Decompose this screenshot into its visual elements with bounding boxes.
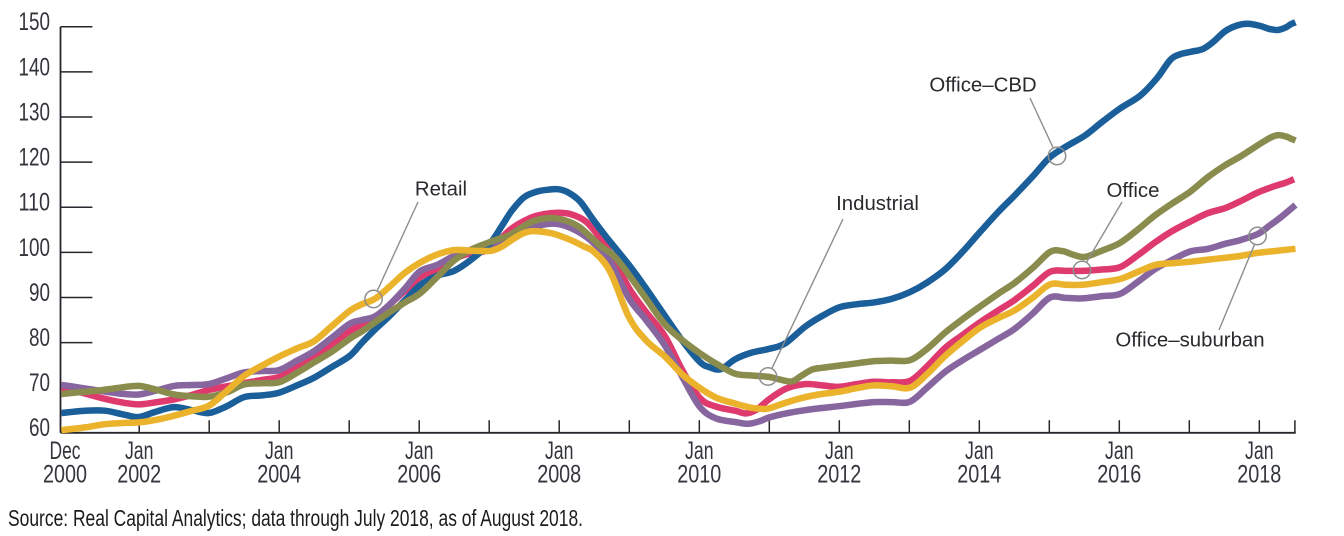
svg-text:100: 100 bbox=[19, 234, 51, 262]
svg-text:110: 110 bbox=[19, 189, 51, 217]
svg-text:2008: 2008 bbox=[537, 461, 581, 489]
svg-text:Jan: Jan bbox=[1245, 437, 1274, 465]
svg-text:120: 120 bbox=[19, 144, 51, 172]
svg-text:Jan: Jan bbox=[685, 437, 714, 465]
svg-text:90: 90 bbox=[29, 279, 50, 307]
svg-text:Jan: Jan bbox=[1105, 437, 1134, 465]
svg-text:2000: 2000 bbox=[43, 461, 87, 489]
svg-text:Jan: Jan bbox=[825, 437, 854, 465]
svg-text:2002: 2002 bbox=[117, 461, 161, 489]
svg-text:Office: Office bbox=[1107, 180, 1160, 202]
svg-text:Jan: Jan bbox=[545, 437, 574, 465]
svg-text:Jan: Jan bbox=[125, 437, 154, 465]
svg-text:2018: 2018 bbox=[1237, 461, 1281, 489]
svg-text:Office–suburban: Office–suburban bbox=[1115, 330, 1264, 352]
svg-text:2012: 2012 bbox=[817, 461, 861, 489]
svg-text:2014: 2014 bbox=[957, 461, 1001, 489]
svg-text:130: 130 bbox=[19, 98, 51, 126]
svg-text:Source: Real Capital Analytics: Source: Real Capital Analytics; data thr… bbox=[8, 505, 583, 531]
svg-text:Office–CBD: Office–CBD bbox=[929, 75, 1036, 97]
svg-text:Jan: Jan bbox=[965, 437, 994, 465]
svg-text:2004: 2004 bbox=[257, 461, 301, 489]
svg-text:70: 70 bbox=[29, 369, 50, 397]
svg-text:150: 150 bbox=[19, 8, 51, 36]
svg-text:Industrial: Industrial bbox=[836, 193, 919, 215]
svg-text:2016: 2016 bbox=[1097, 461, 1141, 489]
svg-text:Jan: Jan bbox=[405, 437, 434, 465]
svg-text:Retail: Retail bbox=[415, 179, 467, 201]
svg-text:Jan: Jan bbox=[265, 437, 294, 465]
svg-text:60: 60 bbox=[29, 414, 50, 442]
svg-text:2006: 2006 bbox=[397, 461, 441, 489]
svg-text:Dec: Dec bbox=[50, 437, 81, 465]
svg-text:140: 140 bbox=[19, 53, 51, 81]
svg-text:80: 80 bbox=[29, 324, 50, 352]
svg-text:2010: 2010 bbox=[677, 461, 721, 489]
